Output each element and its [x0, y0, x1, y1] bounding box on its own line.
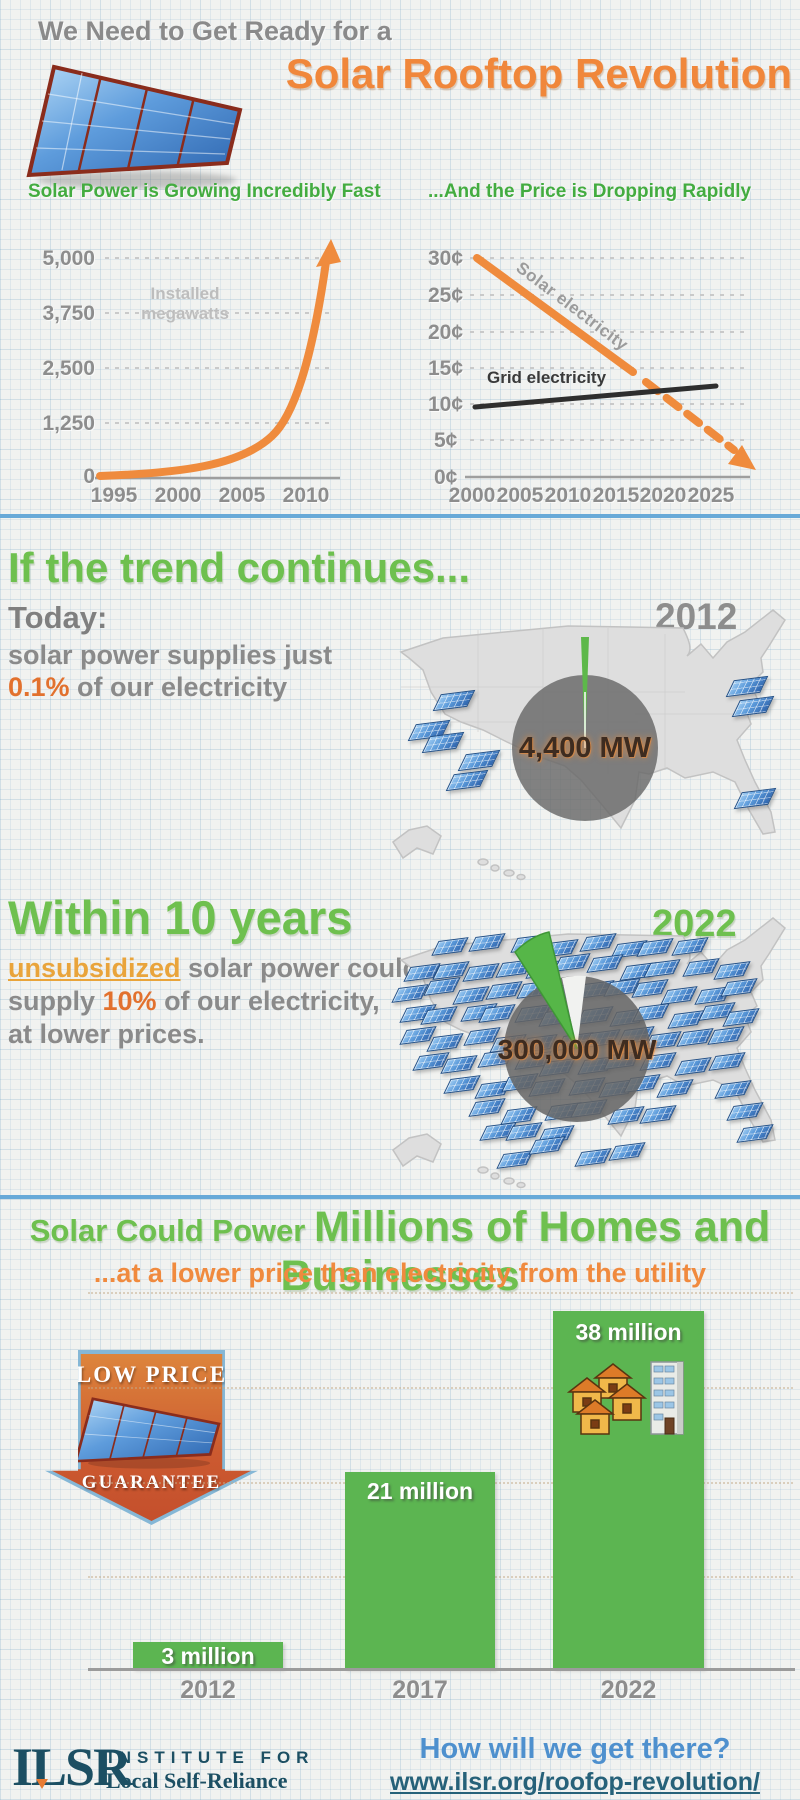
map-2012-mw-value: 4,400 MW [518, 732, 652, 764]
map-2022-pie [504, 931, 650, 1122]
price-xtick: 2010 [544, 484, 592, 507]
price-xtick: 2020 [639, 484, 687, 507]
low-price-guarantee-badge: LOW PRICE GUARANTEE [45, 1350, 258, 1525]
bar-gridline [88, 1292, 793, 1294]
price-xtick: 2000 [448, 484, 496, 507]
map-2022: 300,000 MW [383, 900, 795, 1200]
page-title: Solar Rooftop Revolution [285, 50, 792, 97]
price-ytick: 20¢ [428, 321, 464, 344]
price-xtick: 2015 [592, 484, 640, 507]
ilsr-logo: ILSR [12, 1737, 132, 1797]
map-2012-pie [512, 637, 658, 821]
trend-stat: 0.1% [8, 672, 70, 702]
bar-xtick: 2022 [600, 1676, 657, 1704]
price-xtick: 2025 [687, 484, 735, 507]
bar-gridline [88, 1387, 793, 1389]
charts-linework [95, 239, 756, 480]
ten-years-highlight: unsubsidized [8, 953, 181, 983]
solar-panel-illustration [26, 64, 243, 189]
price-ytick: 25¢ [428, 284, 464, 307]
price-ytick: 30¢ [428, 247, 464, 270]
price-ytick: 15¢ [428, 357, 464, 380]
houses-and-building-icon [567, 1361, 684, 1435]
bar-2017-label: 21 million [366, 1478, 474, 1504]
ten-years-stat: 10% [102, 986, 157, 1016]
trend-section-title: If the trend continues... [8, 544, 471, 591]
price-xtick: 2005 [496, 484, 544, 507]
ten-years-line3: at lower prices. [8, 1019, 205, 1049]
growth-ytick: 1,250 [42, 412, 95, 435]
ten-years-line1: unsubsidized solar power could [8, 953, 420, 983]
bar-2012: 3 million [133, 1642, 283, 1669]
map-2012: 4,400 MW [383, 592, 795, 882]
price-ytick: 0¢ [434, 466, 458, 489]
trend-today-label: Today: [8, 600, 108, 635]
badge-top-text: LOW PRICE [75, 1362, 228, 1387]
footer-question: How will we get there? [419, 1733, 731, 1765]
growth-xtick: 1995 [90, 484, 138, 507]
price-chart-title: ...And the Price is Dropping Rapidly [428, 181, 752, 202]
trend-line1: solar power supplies just [8, 640, 333, 670]
section-divider [0, 1195, 800, 1199]
bar-2017: 21 million [345, 1472, 495, 1669]
growth-xtick: 2010 [282, 484, 330, 507]
growth-chart-title: Solar Power is Growing Incredibly Fast [28, 181, 381, 202]
footer-url-link[interactable]: www.ilsr.org/roofop-revolution/ [390, 1768, 760, 1796]
bar-xtick: 2017 [392, 1676, 448, 1704]
homes-subtitle: ...at a lower price than electricity fro… [93, 1258, 707, 1288]
growth-xtick: 2005 [218, 484, 266, 507]
price-ytick: 5¢ [434, 429, 458, 452]
badge-solar-panel-icon [74, 1397, 221, 1469]
grid-electricity-series-label: Grid electricity [487, 368, 607, 387]
growth-xtick: 2000 [154, 484, 202, 507]
price-ytick: 10¢ [428, 393, 464, 416]
bar-axis [88, 1668, 795, 1671]
ilsr-logo-triangle-icon [36, 1779, 48, 1789]
bar-2022: 38 million [553, 1311, 704, 1669]
footer-org-line2: Local Self-Reliance [106, 1768, 288, 1793]
growth-ytick: 0 [83, 465, 95, 488]
growth-ytick: 3,750 [42, 302, 95, 325]
growth-ytick: 5,000 [42, 247, 95, 270]
ten-years-line2: supply 10% of our electricity, [8, 986, 380, 1016]
bar-2022-label: 38 million [575, 1319, 682, 1345]
bar-xtick: 2012 [180, 1676, 236, 1704]
footer-org-line1: INSTITUTE FOR [108, 1748, 315, 1767]
ten-years-title: Within 10 years [8, 891, 353, 944]
growth-ytick: 2,500 [42, 357, 95, 380]
section-divider [0, 514, 800, 518]
map-2022-mw-value: 300,000 MW [497, 1034, 657, 1065]
trend-line2: 0.1% of our electricity [8, 672, 288, 702]
bar-2012-label: 3 million [161, 1643, 255, 1669]
header-kicker: We Need to Get Ready for a [38, 16, 392, 46]
